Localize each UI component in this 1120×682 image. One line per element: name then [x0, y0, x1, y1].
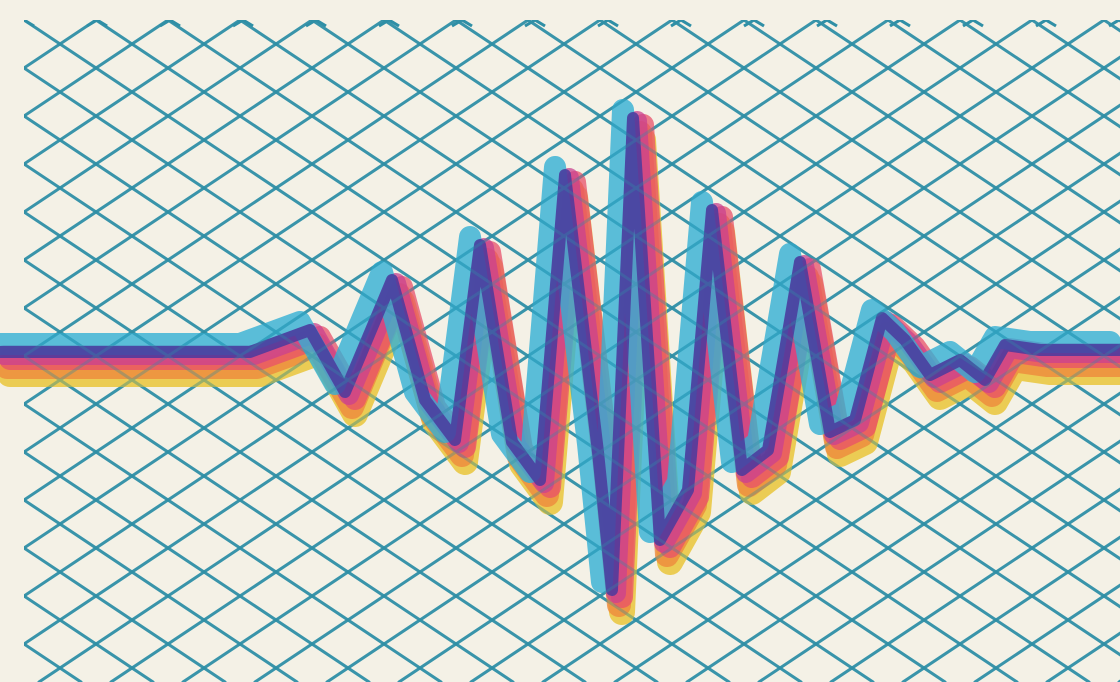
mesh-edge-mark [889, 20, 911, 28]
mesh-line [526, 20, 1120, 417]
mesh-line [598, 20, 1120, 369]
mesh-line [829, 487, 1120, 682]
mesh-line [181, 55, 1120, 682]
mesh-line [24, 450, 371, 682]
mesh-line [24, 162, 803, 682]
mesh-line [24, 20, 314, 214]
mesh-line [94, 20, 1091, 682]
mesh-line [670, 20, 1120, 321]
mesh-line [685, 391, 1120, 682]
mesh-line [685, 391, 1120, 682]
mesh-line [24, 402, 443, 682]
mesh-line [397, 199, 1120, 682]
mesh-edge-mark [962, 20, 984, 28]
mesh-line [24, 20, 1019, 682]
mesh-line [24, 20, 818, 550]
mesh-line [24, 114, 875, 682]
mesh-line [24, 20, 890, 598]
mesh-edge-mark [232, 20, 254, 28]
wave-layer-purple [0, 112, 1120, 596]
mesh-line [37, 20, 1034, 682]
mesh-edge-mark [86, 20, 108, 28]
mesh-line [24, 20, 746, 502]
mesh-edge-mark [816, 20, 838, 28]
mesh-edge-mark [232, 20, 254, 28]
mesh-edge-mark [670, 20, 692, 28]
mesh-line [24, 20, 602, 406]
mesh-line [829, 487, 1120, 682]
mesh-line [24, 20, 962, 646]
mesh-line [24, 20, 674, 454]
diamond-mesh-overlay [24, 20, 1120, 682]
mesh-line [742, 20, 1120, 273]
mesh-line [742, 20, 1120, 273]
mesh-line [469, 247, 1120, 682]
mesh-edge-mark [670, 20, 692, 28]
mesh-line [886, 20, 1120, 177]
mesh-edge-mark [451, 20, 473, 28]
mesh-edge-mark [524, 20, 546, 28]
mesh-edge-mark [889, 20, 911, 28]
mesh-edge-mark [305, 20, 327, 28]
mesh-line [253, 103, 1120, 682]
mesh-edge-mark [743, 20, 765, 28]
mesh-line [24, 258, 659, 682]
mesh-line [901, 535, 1120, 682]
mesh-line [24, 20, 386, 262]
mesh-edge-mark [24, 20, 35, 28]
mesh-line [325, 151, 1120, 682]
mesh-line [238, 20, 1120, 609]
mesh-line [757, 439, 1120, 682]
mesh-line [24, 546, 227, 682]
mesh-edge-mark [524, 20, 546, 28]
mesh-line [613, 343, 1120, 682]
mesh-line [109, 20, 1106, 682]
mesh-line [24, 66, 947, 682]
mesh-line [541, 295, 1120, 682]
mesh-line [24, 20, 458, 310]
mesh-edge-mark [159, 20, 181, 28]
mesh-line [382, 20, 1120, 513]
mesh-line [24, 20, 386, 262]
mesh-line [24, 20, 530, 358]
mesh-line [886, 20, 1120, 177]
mesh-line [24, 20, 242, 166]
mesh-edge-mark [597, 20, 619, 28]
mesh-line [24, 306, 587, 682]
mesh-line [814, 20, 1120, 225]
mesh-edge-mark [1035, 20, 1057, 28]
mesh-edge-mark [24, 20, 35, 28]
mesh-edge-mark [378, 20, 400, 28]
mesh-line [24, 354, 515, 682]
mesh-line [166, 20, 1120, 657]
mesh-line [454, 20, 1120, 465]
mesh-edge-mark [1108, 20, 1120, 28]
mesh-edge-mark [1035, 20, 1057, 28]
mesh-line [24, 498, 299, 682]
mesh-line [24, 20, 314, 214]
mesh-line [24, 210, 731, 682]
mesh-edge-mark [1108, 20, 1120, 28]
mesh-edge-mark [962, 20, 984, 28]
mesh-line [24, 20, 242, 166]
mesh-line [24, 20, 458, 310]
mesh-line [253, 103, 1120, 682]
mesh-edge-mark [597, 20, 619, 28]
mesh-edge-mark [743, 20, 765, 28]
mesh-line [310, 20, 1120, 561]
mesh-edge-mark [86, 20, 108, 28]
mesh-edge-mark [305, 20, 327, 28]
mesh-line [670, 20, 1120, 321]
mesh-line [901, 535, 1120, 682]
mesh-edge-mark [159, 20, 181, 28]
mesh-line [814, 20, 1120, 225]
waveform-layers [0, 99, 1120, 625]
mesh-line [757, 439, 1120, 682]
mesh-edge-mark [816, 20, 838, 28]
mesh-edge-mark [378, 20, 400, 28]
mesh-edge-mark [451, 20, 473, 28]
